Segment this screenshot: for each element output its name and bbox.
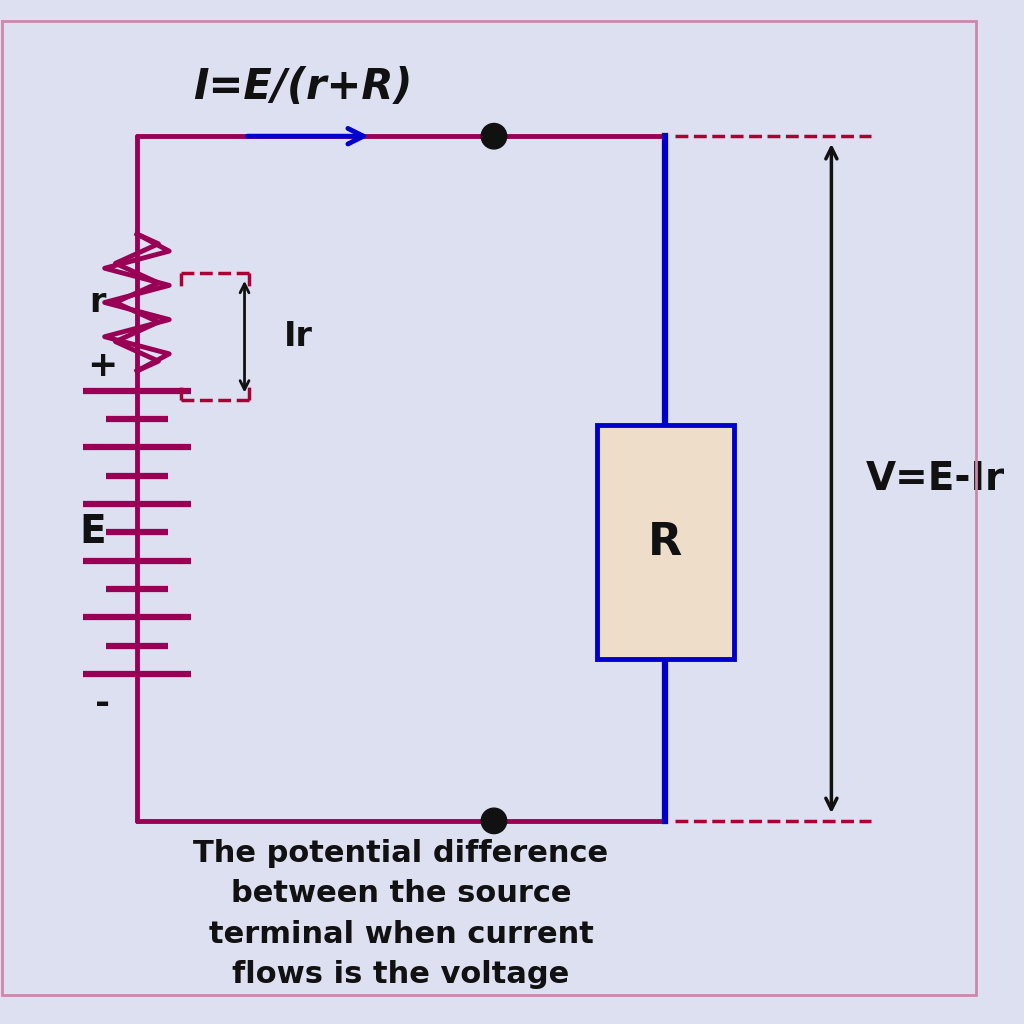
Text: V=E-Ir: V=E-Ir <box>865 460 1005 498</box>
Text: I=E/(r+R): I=E/(r+R) <box>194 67 413 109</box>
Text: E: E <box>80 513 106 551</box>
Text: R: R <box>648 520 682 563</box>
Text: +: + <box>87 349 118 383</box>
Bar <box>597 425 733 659</box>
Circle shape <box>481 808 507 834</box>
Circle shape <box>481 124 507 148</box>
Text: The potential difference
between the source
terminal when current
flows is the v: The potential difference between the sou… <box>194 839 608 989</box>
Text: r: r <box>90 286 106 319</box>
Text: Ir: Ir <box>284 321 312 353</box>
Text: -: - <box>95 686 111 721</box>
